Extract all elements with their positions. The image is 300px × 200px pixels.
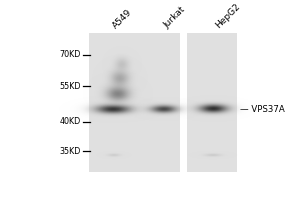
Text: — VPS37A: — VPS37A xyxy=(240,105,284,114)
Text: 70KD: 70KD xyxy=(59,50,80,59)
Text: 35KD: 35KD xyxy=(59,147,80,156)
Text: HepG2: HepG2 xyxy=(214,2,242,30)
Bar xyxy=(188,33,238,172)
Text: A549: A549 xyxy=(111,7,134,30)
Text: 40KD: 40KD xyxy=(59,117,80,126)
Text: Jurkat: Jurkat xyxy=(163,5,188,30)
Text: 55KD: 55KD xyxy=(59,82,80,91)
Bar xyxy=(89,33,181,172)
